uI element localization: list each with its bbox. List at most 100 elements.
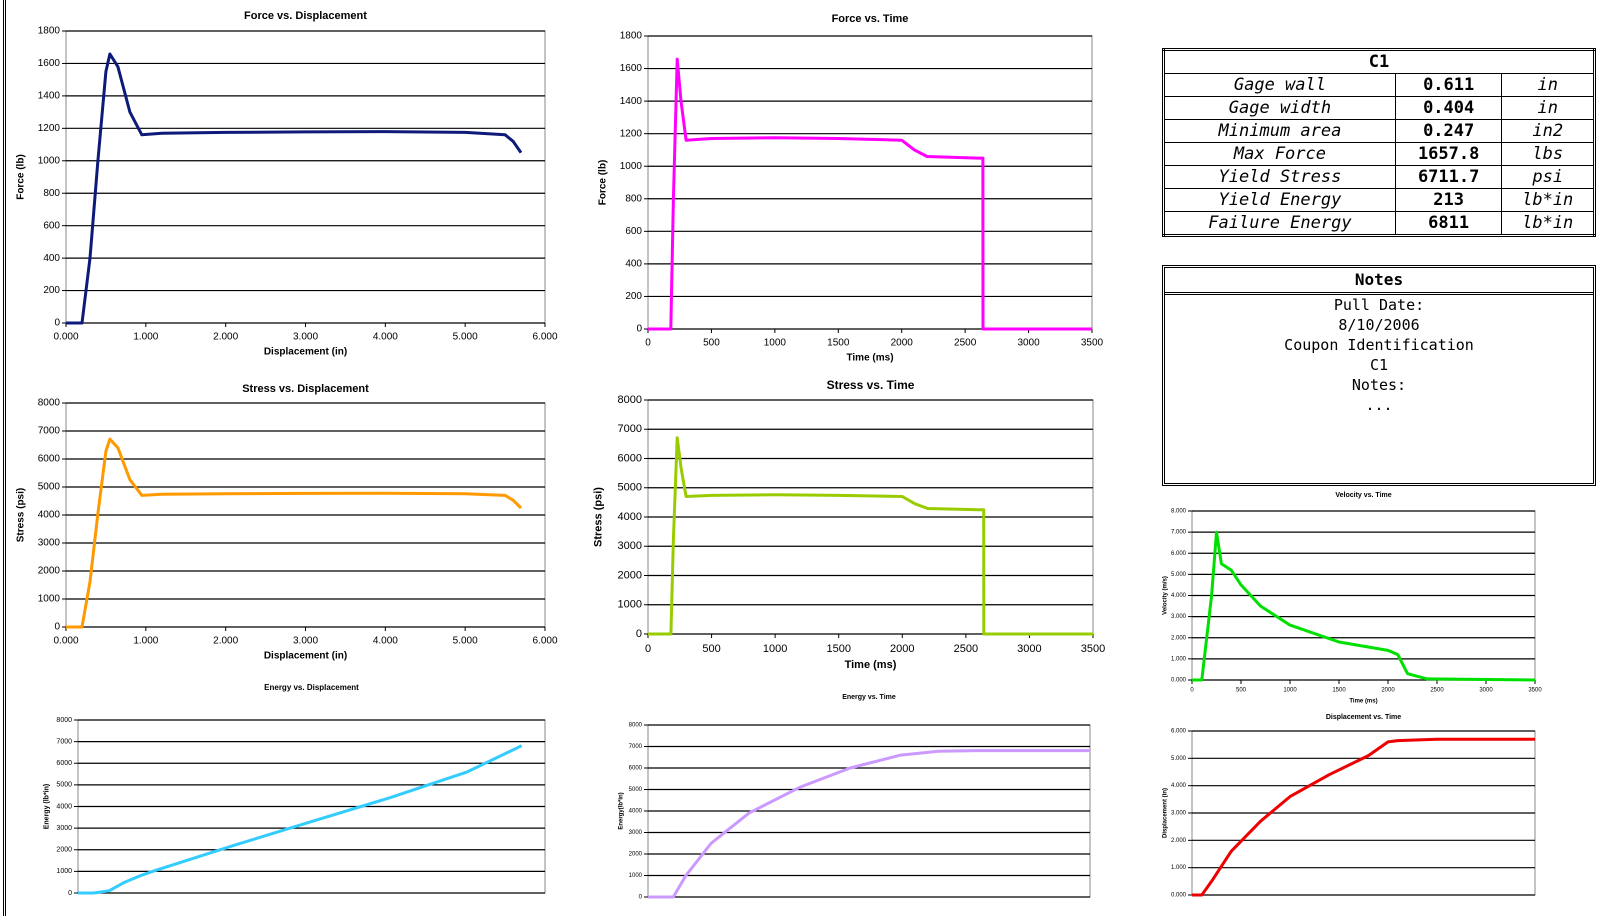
notes-line: Pull Date: <box>1333 296 1425 314</box>
x-tick-label: 500 <box>703 338 720 349</box>
table-cell: 6811 <box>1394 211 1503 236</box>
x-tick-label: 2500 <box>1430 688 1444 694</box>
table-row: Yield Stress 6711.7 psi <box>1163 165 1595 189</box>
x-tick-label: 3500 <box>1081 643 1105 655</box>
table-cell: 6711.7 <box>1394 165 1503 189</box>
y-tick-label: 2000 <box>56 847 72 854</box>
table-cell: in2 <box>1501 119 1595 143</box>
table-cell: 1657.8 <box>1394 142 1503 166</box>
y-axis-label: Force (lb) <box>598 160 609 206</box>
chart-title: Energy vs. Time <box>842 694 896 701</box>
x-tick-label: 2000 <box>1381 688 1395 694</box>
table-header: C1 <box>1163 49 1595 74</box>
data-line <box>66 52 523 325</box>
plot-area <box>647 35 1093 330</box>
y-tick-label: 5.000 <box>1171 756 1187 762</box>
y-tick-label: 3000 <box>38 538 61 549</box>
y-tick-label: 2000 <box>629 852 643 858</box>
y-axis-label: Energy(lb*in) <box>619 792 625 829</box>
table-cell: lb*in <box>1501 188 1595 212</box>
table-cell: 0.611 <box>1394 73 1503 97</box>
y-tick-label: 8.000 <box>1171 509 1187 515</box>
x-tick-label: 2000 <box>890 643 914 655</box>
y-tick-label: 600 <box>625 226 642 237</box>
x-tick-label: 1.000 <box>133 332 158 343</box>
data-line <box>648 749 1090 899</box>
data-line <box>66 437 523 629</box>
y-tick-label: 0 <box>54 318 60 329</box>
y-tick-label: 4000 <box>629 809 643 815</box>
y-tick-label: 600 <box>43 220 60 231</box>
table-row: Max Force 1657.8 lbs <box>1163 142 1595 166</box>
x-tick-label: 1500 <box>1332 688 1346 694</box>
y-tick-label: 0 <box>636 628 642 640</box>
table-cell: 0.247 <box>1394 119 1503 143</box>
table-row: Gage width 0.404 in <box>1163 96 1595 120</box>
results-table: C1 Gage wall 0.611 in Gage width 0.404 in Mini… <box>1162 48 1596 237</box>
y-tick-label: 1800 <box>38 26 61 37</box>
table-cell: Max Force <box>1163 142 1396 166</box>
chart-title: Force vs. Displacement <box>244 10 367 22</box>
x-tick-label: 0 <box>645 338 651 349</box>
y-tick-label: 400 <box>43 253 60 264</box>
y-tick-label: 5000 <box>618 482 642 494</box>
x-tick-label: 500 <box>702 643 720 655</box>
table-cell: Gage wall <box>1163 73 1396 97</box>
y-tick-label: 8000 <box>38 398 61 409</box>
chart-title: Energy vs. Displacement <box>264 683 359 692</box>
x-tick-label: 0.000 <box>53 636 78 647</box>
y-tick-label: 2.000 <box>1171 635 1187 641</box>
x-axis-label: Time (ms) <box>846 353 893 364</box>
x-tick-label: 2.000 <box>213 636 238 647</box>
x-tick-label: 2000 <box>891 338 914 349</box>
table-row: Minimum area 0.247 in2 <box>1163 119 1595 143</box>
y-tick-label: 1.000 <box>1171 656 1187 662</box>
table-cell: in <box>1501 96 1595 120</box>
x-tick-label: 500 <box>1236 688 1247 694</box>
x-tick-label: 0.000 <box>53 332 78 343</box>
x-axis-label: Displacement (in) <box>264 651 347 662</box>
y-tick-label: 5.000 <box>1171 572 1187 578</box>
y-tick-label: 8000 <box>629 723 643 729</box>
y-tick-label: 8000 <box>56 717 72 724</box>
y-tick-label: 400 <box>625 259 642 270</box>
y-tick-label: 1000 <box>629 873 643 879</box>
y-tick-label: 6.000 <box>1171 729 1187 735</box>
x-tick-label: 3500 <box>1081 338 1104 349</box>
y-tick-label: 0 <box>639 895 643 901</box>
x-tick-label: 2.000 <box>213 332 238 343</box>
x-tick-label: 4.000 <box>373 332 398 343</box>
y-tick-label: 6000 <box>618 452 642 464</box>
y-axis-label: Force (lb) <box>16 154 27 200</box>
x-axis-label: Displacement (in) <box>264 347 347 358</box>
table-row: Yield Energy 213 lb*in <box>1163 188 1595 212</box>
y-tick-label: 4000 <box>38 510 61 521</box>
y-tick-label: 800 <box>43 188 60 199</box>
chart-title: Velocity vs. Time <box>1335 492 1391 499</box>
x-tick-label: 3000 <box>1017 643 1041 655</box>
x-tick-label: 1.000 <box>133 636 158 647</box>
x-tick-label: 2500 <box>954 338 977 349</box>
y-tick-label: 3.000 <box>1171 811 1187 817</box>
x-tick-label: 1000 <box>764 338 787 349</box>
y-tick-label: 1000 <box>38 155 61 166</box>
y-tick-label: 1400 <box>620 96 643 107</box>
y-tick-label: 0 <box>68 890 72 897</box>
x-tick-label: 1500 <box>826 643 850 655</box>
table-cell: 0.404 <box>1394 96 1503 120</box>
y-tick-label: 6000 <box>56 760 72 767</box>
x-tick-label: 5.000 <box>453 332 478 343</box>
table-cell: Yield Stress <box>1163 165 1396 189</box>
page-border <box>3 0 6 916</box>
y-tick-label: 0 <box>636 324 642 335</box>
y-tick-label: 7000 <box>618 423 642 435</box>
table-cell: Gage width <box>1163 96 1396 120</box>
data-line <box>1192 737 1535 897</box>
x-tick-label: 3500 <box>1528 688 1542 694</box>
y-tick-label: 7000 <box>56 738 72 745</box>
y-tick-label: 1400 <box>38 91 61 102</box>
x-tick-label: 3000 <box>1479 688 1493 694</box>
y-tick-label: 1600 <box>620 63 643 74</box>
y-tick-label: 5000 <box>629 787 643 793</box>
data-line <box>1192 530 1536 682</box>
